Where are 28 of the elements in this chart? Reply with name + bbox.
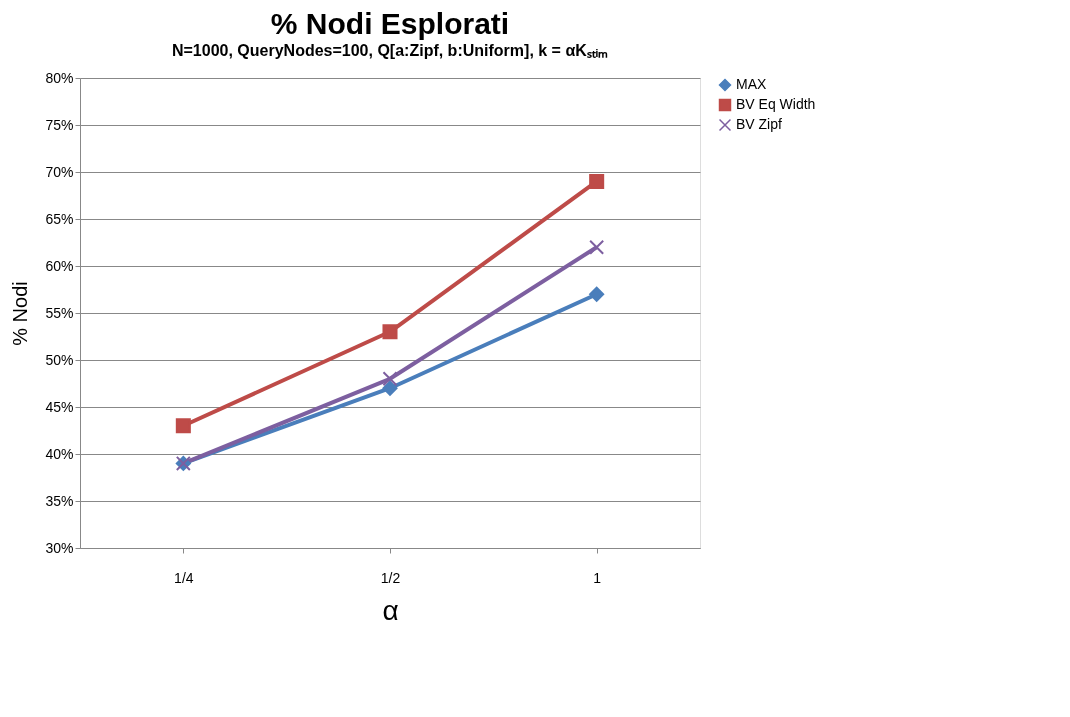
y-tick-label: 65% bbox=[45, 210, 74, 227]
legend-label: BV Eq Width bbox=[736, 96, 816, 112]
y-tick-label: 55% bbox=[45, 304, 74, 321]
y-tick-label: 30% bbox=[45, 539, 74, 556]
chart-subtitle: N=1000, QueryNodes=100, Q[a:Zipf, b:Uniform], k = αKₛₜᵢₘ bbox=[171, 42, 609, 59]
y-tick-label: 70% bbox=[45, 163, 74, 180]
y-axis-title: % Nodi bbox=[9, 281, 32, 346]
chart-title: % Nodi Esplorati bbox=[270, 7, 510, 40]
y-tick-label: 35% bbox=[45, 492, 74, 509]
point bbox=[589, 286, 605, 302]
point bbox=[589, 239, 605, 255]
y-tick-label: 40% bbox=[45, 445, 74, 462]
x-tick-label: 1 bbox=[593, 569, 602, 586]
y-tick-label: 45% bbox=[45, 398, 74, 415]
point bbox=[382, 371, 398, 387]
x-tick-label: 1/2 bbox=[380, 569, 401, 586]
y-tick-label: 80% bbox=[45, 69, 74, 86]
x-axis-title: α bbox=[382, 594, 399, 626]
point bbox=[382, 380, 398, 396]
legend-label: BV Zipf bbox=[736, 116, 783, 132]
y-tick-label: 60% bbox=[45, 257, 74, 274]
x-tick-label: 1/4 bbox=[174, 569, 194, 586]
y-tick-label: 75% bbox=[45, 116, 74, 133]
point bbox=[382, 324, 398, 340]
point bbox=[589, 173, 605, 189]
y-tick-label: 50% bbox=[45, 351, 74, 368]
legend-label: MAX bbox=[736, 76, 767, 92]
point bbox=[175, 418, 191, 434]
